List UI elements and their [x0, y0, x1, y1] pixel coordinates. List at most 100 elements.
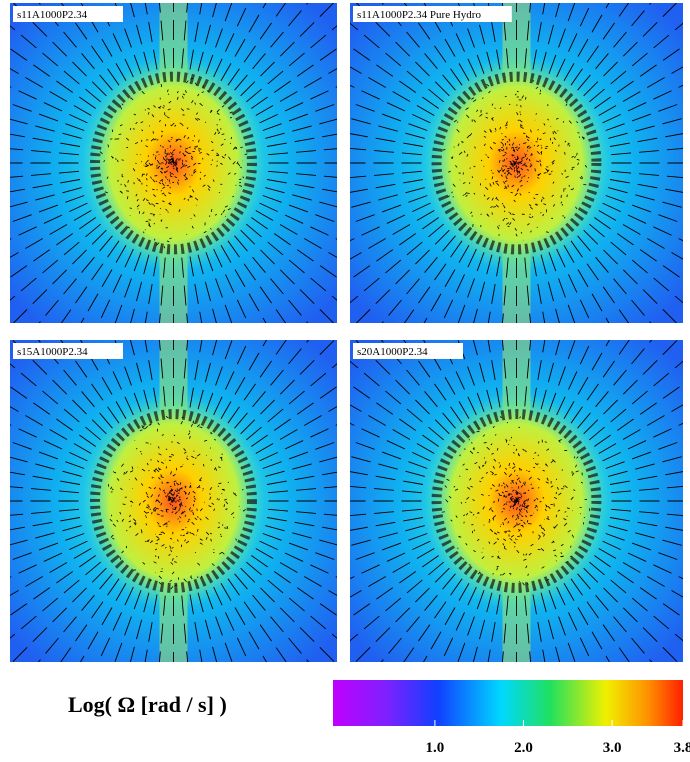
flow-vector: [520, 126, 521, 127]
flow-vector: [222, 493, 223, 494]
velocity-arrow: [151, 735, 153, 755]
flow-vector: [137, 154, 138, 155]
velocity-arrow: [0, 95, 5, 102]
velocity-arrow: [0, 433, 5, 440]
velocity-arrow: [308, 694, 319, 710]
panel-label: s11A1000P2.34: [17, 9, 88, 21]
velocity-arrow: [371, 322, 384, 337]
velocity-arrow: [307, 322, 320, 337]
velocity-arrow: [0, 321, 7, 335]
flow-vector: [176, 160, 177, 162]
velocity-arrow: [0, 449, 1, 454]
velocity-arrow: [0, 562, 5, 569]
flow-vector: [519, 493, 520, 494]
flow-vector: [491, 170, 492, 171]
velocity-arrow: [685, 224, 690, 231]
velocity-arrow: [592, 663, 600, 681]
velocity-arrow: [43, 671, 54, 687]
velocity-arrow: [0, 417, 11, 425]
velocity-arrow: [0, 620, 4, 631]
flow-vector: [494, 474, 496, 475]
flow-vector: [499, 225, 500, 226]
flow-vector: [160, 208, 161, 209]
velocity-arrow: [340, 667, 354, 681]
flow-vector: [508, 444, 509, 445]
flow-vector: [522, 506, 523, 507]
flow-vector: [170, 172, 171, 173]
flow-vector: [165, 149, 166, 151]
flow-vector: [181, 535, 182, 536]
velocity-arrow: [254, 722, 261, 741]
flow-vector: [565, 512, 567, 513]
velocity-arrow: [685, 562, 690, 569]
flow-vector: [489, 522, 490, 523]
velocity-arrow: [220, 674, 225, 693]
colorbar-label: Log( Ω [rad / s] ): [68, 692, 227, 717]
velocity-arrow: [686, 33, 690, 44]
flow-vector: [148, 470, 149, 471]
velocity-arrow: [249, 663, 257, 681]
flow-vector: [567, 516, 568, 517]
velocity-arrow: [122, 674, 127, 693]
flow-vector: [537, 227, 538, 228]
velocity-arrow: [10, 681, 23, 696]
panel-label: s15A1000P2.34: [17, 346, 88, 358]
flow-vector: [183, 98, 184, 99]
velocity-arrow: [686, 282, 690, 293]
velocity-arrow: [336, 329, 350, 343]
flow-vector: [166, 509, 169, 510]
flow-vector: [484, 166, 485, 167]
flow-vector: [469, 439, 470, 440]
velocity-arrow: [235, 669, 242, 688]
flow-vector: [565, 152, 566, 155]
flow-vector: [486, 154, 487, 155]
velocity-arrow: [194, 735, 196, 755]
flow-vector: [224, 528, 227, 529]
velocity-arrow: [0, 111, 1, 116]
flow-vector: [458, 548, 459, 549]
velocity-arrow: [0, 282, 4, 293]
flow-vector: [130, 128, 131, 130]
velocity-arrow: [432, 0, 440, 1]
flow-vector: [209, 494, 210, 495]
velocity-arrow: [683, 329, 690, 343]
velocity-arrow: [0, 667, 7, 681]
velocity-arrow: [0, 239, 11, 247]
flow-vector: [148, 156, 149, 157]
velocity-arrow: [0, 33, 4, 44]
flow-vector: [504, 546, 505, 549]
velocity-arrow: [249, 321, 257, 339]
flow-vector: [511, 192, 513, 193]
flow-vector: [577, 133, 579, 134]
velocity-arrow: [683, 667, 690, 681]
velocity-arrow: [0, 577, 11, 585]
flow-vector: [233, 517, 234, 518]
velocity-arrow: [432, 321, 440, 339]
colorbar-tick-label: 3.0: [603, 740, 622, 756]
flow-vector: [527, 151, 528, 152]
velocity-arrow: [0, 209, 1, 214]
flow-vector: [126, 147, 128, 148]
velocity-arrow: [291, 705, 301, 722]
velocity-arrow: [557, 732, 560, 752]
velocity-arrow: [244, 696, 251, 715]
flow-vector: [509, 212, 510, 213]
flow-vector: [157, 165, 158, 167]
flow-vector: [506, 176, 507, 179]
velocity-arrow: [227, 701, 232, 720]
velocity-arrow: [89, 0, 97, 1]
flow-vector: [531, 484, 532, 485]
velocity-arrow: [686, 620, 690, 631]
colorbar-tick-label: 2.0: [514, 740, 533, 756]
velocity-arrow: [105, 669, 112, 688]
velocity-arrow: [46, 705, 56, 722]
flow-vector: [210, 448, 211, 449]
flow-vector: [187, 152, 188, 153]
velocity-arrow: [277, 680, 287, 697]
flow-vector: [126, 191, 129, 192]
flow-vector: [203, 464, 204, 466]
flow-vector: [527, 520, 528, 522]
flow-vector: [176, 494, 177, 497]
